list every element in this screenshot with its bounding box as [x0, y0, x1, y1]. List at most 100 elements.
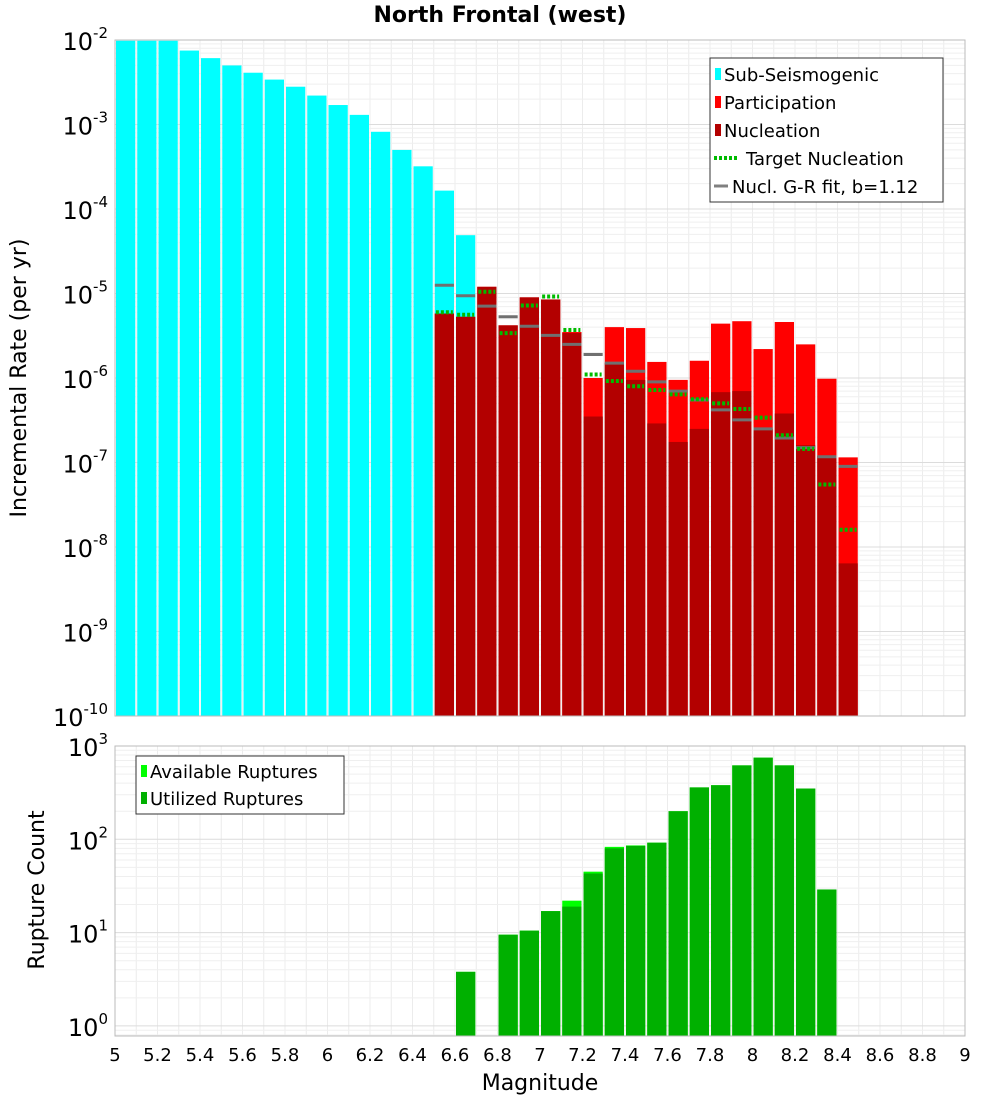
nucleation-bar [774, 413, 794, 716]
top-legend [709, 57, 944, 203]
bottom-y-axis-label: Rupture Count [25, 810, 50, 970]
chart-title: North Frontal (west) [374, 3, 627, 28]
y-tick-label: 10-2 [62, 24, 108, 56]
subseismogenic-bar [413, 166, 433, 716]
x-tick-label: 6 [322, 1045, 333, 1066]
x-axis-label: Magnitude [482, 1071, 599, 1096]
subseismogenic-bar [392, 149, 412, 717]
subseismogenic-bar [264, 79, 284, 717]
nucleation-bar [456, 316, 476, 716]
nucleation-bar [434, 313, 454, 716]
x-tick-label: 5.8 [271, 1045, 300, 1066]
utilized-ruptures-bar [647, 842, 667, 1036]
nucleation-bar [519, 297, 539, 716]
x-tick-label: 6.2 [356, 1045, 385, 1066]
nucleation-bar [604, 363, 624, 716]
nucleation-bar [583, 416, 603, 716]
bottom-legend [135, 755, 345, 815]
utilized-ruptures-bar [796, 788, 816, 1036]
x-tick-label: 7.6 [653, 1045, 682, 1066]
subseismogenic-bar [201, 58, 221, 716]
y-tick-label: 10-9 [62, 616, 108, 648]
x-tick-label: 6.4 [398, 1045, 427, 1066]
utilized-ruptures-bar [626, 845, 646, 1036]
bottom-plot-frame [114, 745, 966, 1037]
y-tick-label: 100 [68, 1010, 108, 1042]
nucleation-bar [668, 441, 688, 716]
x-tick-label: 7.2 [568, 1045, 597, 1066]
legend-swatch [141, 765, 147, 777]
nucleation-bar [477, 286, 497, 716]
y-tick-label: 101 [68, 917, 108, 949]
utilized-ruptures-bar [774, 765, 794, 1036]
y-tick-label: 10-3 [62, 109, 108, 141]
y-tick-label: 103 [68, 730, 108, 762]
nucleation-bar [541, 299, 561, 716]
legend-swatch [715, 124, 721, 136]
top-plot-frame [114, 39, 966, 717]
x-tick-label: 6.8 [483, 1045, 512, 1066]
utilized-ruptures-bar [498, 934, 518, 1036]
y-tick-label: 10-8 [62, 531, 108, 563]
legend-label: Sub-Seismogenic [724, 65, 879, 86]
subseismogenic-bar [179, 50, 199, 717]
utilized-ruptures-bar [604, 848, 624, 1036]
x-tick-label: 5 [109, 1045, 120, 1066]
nucleation-bar [626, 379, 646, 716]
y-tick-label: 102 [68, 823, 108, 855]
subseismogenic-bar [158, 40, 178, 717]
subseismogenic-bar [137, 40, 157, 717]
nucleation-bar [689, 428, 709, 716]
legend-label: Participation [724, 93, 836, 114]
y-tick-label: 10-7 [62, 447, 108, 479]
x-tick-label: 8.8 [908, 1045, 937, 1066]
subseismogenic-bar [286, 86, 306, 716]
rate-plot: 10-2 10-3 10-4 10-5 10-6 10-7 10-8 10-9 10-10 Sub… [53, 24, 966, 732]
subseismogenic-bar [222, 65, 242, 717]
nucleation-bar [817, 455, 837, 716]
x-tick-label: 7.4 [611, 1045, 640, 1066]
y-tick-label: 10-10 [53, 700, 108, 732]
legend-swatch [141, 792, 147, 804]
x-tick-label: 7.8 [696, 1045, 725, 1066]
utilized-ruptures-bar [583, 873, 603, 1036]
y-tick-label: 10-4 [62, 193, 108, 225]
nucleation-bar [711, 392, 731, 716]
nucleation-bar [562, 333, 582, 716]
x-tick-label: 7 [534, 1045, 545, 1066]
legend-label: Nucl. G-R fit, b=1.12 [732, 177, 918, 198]
x-tick-label: 8.4 [823, 1045, 852, 1066]
x-tick-label: 6.6 [441, 1045, 470, 1066]
utilized-ruptures-bar [456, 971, 476, 1036]
subseismogenic-bar [371, 131, 391, 717]
nucleation-bar [753, 428, 773, 716]
y-tick-label: 10-6 [62, 362, 108, 394]
subseismogenic-bar [349, 114, 369, 717]
legend-swatch [715, 96, 721, 108]
utilized-ruptures-bar [689, 787, 709, 1036]
subseismogenic-bar [243, 72, 263, 716]
utilized-ruptures-bar [753, 757, 773, 1036]
subseismogenic-bar [116, 40, 136, 717]
utilized-ruptures-bar [541, 911, 561, 1036]
x-tick-label: 8.2 [781, 1045, 810, 1066]
utilized-ruptures-bar [519, 930, 539, 1036]
x-tick-label: 5.2 [143, 1045, 172, 1066]
y-tick-label: 10-5 [62, 278, 108, 310]
utilized-ruptures-bar [732, 765, 752, 1036]
utilized-ruptures-bar [668, 811, 688, 1036]
top-y-axis-label: Incremental Rate (per yr) [7, 239, 32, 518]
legend-label: Utilized Ruptures [150, 789, 303, 810]
legend-label: Available Ruptures [150, 762, 318, 783]
subseismogenic-bar [307, 95, 327, 716]
x-tick-label: 8.6 [866, 1045, 895, 1066]
utilized-ruptures-bar [711, 785, 731, 1036]
x-tick-label: 5.6 [228, 1045, 257, 1066]
x-tick-label: 9 [959, 1045, 970, 1066]
x-tick-label: 8 [747, 1045, 758, 1066]
nucleation-bar [796, 445, 816, 716]
subseismogenic-bar [328, 105, 348, 716]
x-tick-label: 5.4 [186, 1045, 215, 1066]
